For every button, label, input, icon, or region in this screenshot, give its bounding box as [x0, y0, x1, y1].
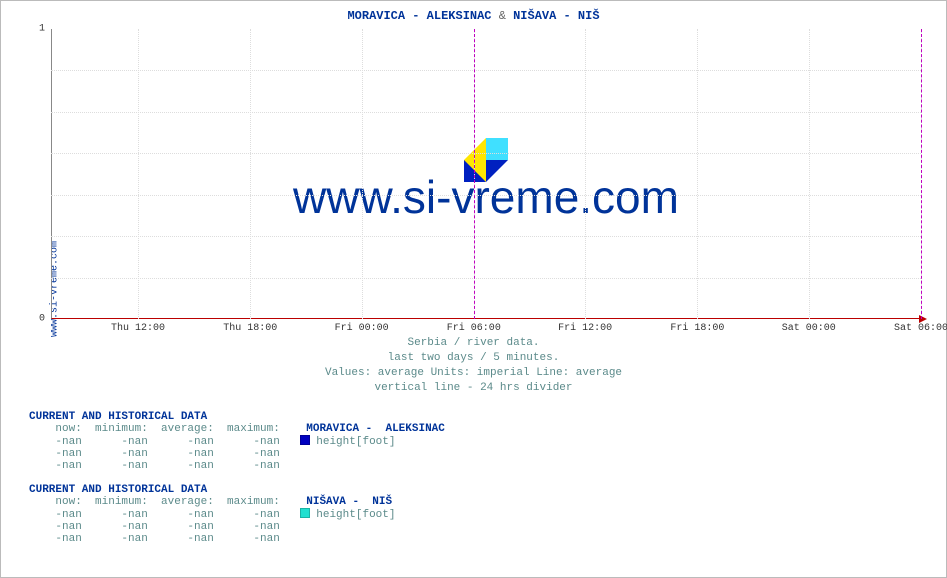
x-tick-label: Sat 00:00 — [782, 323, 836, 334]
chart-frame: www.si-vreme.com MORAVICA - ALEKSINAC & … — [0, 0, 947, 578]
y-tick-label: 1 — [39, 24, 45, 35]
title-series-a: MORAVICA - ALEKSINAC — [347, 9, 491, 23]
data-row: -nan -nan -nan -nan — [29, 521, 445, 533]
x-tick-label: Fri 18:00 — [670, 323, 724, 334]
chart-title: MORAVICA - ALEKSINAC & NIŠAVA - NIŠ — [1, 9, 946, 23]
gridline-horizontal — [51, 112, 921, 113]
gridline-vertical — [138, 29, 139, 319]
series-label: MORAVICA - ALEKSINAC — [300, 423, 445, 435]
data-row: -nan -nan -nan -nan height[foot] — [29, 508, 445, 521]
x-tick-label: Thu 12:00 — [111, 323, 165, 334]
data-block: CURRENT AND HISTORICAL DATA now: minimum… — [29, 411, 445, 472]
gridline-horizontal — [51, 278, 921, 279]
subtitle-line: Serbia / river data. — [1, 336, 946, 351]
data-block-header: CURRENT AND HISTORICAL DATA — [29, 411, 445, 423]
x-tick-label: Fri 06:00 — [447, 323, 501, 334]
data-block-columns: now: minimum: average: maximum: NIŠAVA -… — [29, 496, 445, 508]
divider-24h — [921, 29, 922, 319]
subtitle-line: Values: average Units: imperial Line: av… — [1, 366, 946, 381]
x-tick-label: Sat 06:00 — [894, 323, 947, 334]
legend-text: height[foot] — [310, 509, 396, 521]
gridline-vertical — [362, 29, 363, 319]
legend-text: height[foot] — [310, 436, 396, 448]
y-tick-label: 0 — [39, 314, 45, 325]
plot-area: www.si-vreme.com Thu 12:00Thu 18:00Fri 0… — [51, 29, 921, 319]
gridline-horizontal — [51, 195, 921, 196]
x-tick-label: Thu 18:00 — [223, 323, 277, 334]
watermark-text: www.si-vreme.com — [293, 170, 679, 224]
legend-swatch-icon — [300, 508, 310, 518]
title-series-b: NIŠAVA - NIŠ — [513, 9, 599, 23]
x-tick-label: Fri 12:00 — [558, 323, 612, 334]
data-row: -nan -nan -nan -nan — [29, 448, 445, 460]
data-tables: CURRENT AND HISTORICAL DATA now: minimum… — [29, 411, 445, 557]
title-ampersand: & — [499, 9, 506, 23]
data-block-header: CURRENT AND HISTORICAL DATA — [29, 484, 445, 496]
subtitle-line: last two days / 5 minutes. — [1, 351, 946, 366]
data-row: -nan -nan -nan -nan — [29, 533, 445, 545]
gridline-vertical — [585, 29, 586, 319]
x-tick-label: Fri 00:00 — [335, 323, 389, 334]
gridline-horizontal — [51, 153, 921, 154]
gridline-horizontal — [51, 236, 921, 237]
gridline-horizontal — [51, 70, 921, 71]
subtitle-block: Serbia / river data. last two days / 5 m… — [1, 336, 946, 395]
divider-24h — [474, 29, 475, 319]
data-row: -nan -nan -nan -nan height[foot] — [29, 435, 445, 448]
subtitle-line: vertical line - 24 hrs divider — [1, 381, 946, 396]
legend-swatch-icon — [300, 435, 310, 445]
data-block-columns: now: minimum: average: maximum: MORAVICA… — [29, 423, 445, 435]
data-block: CURRENT AND HISTORICAL DATA now: minimum… — [29, 484, 445, 545]
gridline-vertical — [250, 29, 251, 319]
gridline-vertical — [809, 29, 810, 319]
gridline-vertical — [697, 29, 698, 319]
data-row: -nan -nan -nan -nan — [29, 460, 445, 472]
series-label: NIŠAVA - NIŠ — [300, 496, 392, 508]
